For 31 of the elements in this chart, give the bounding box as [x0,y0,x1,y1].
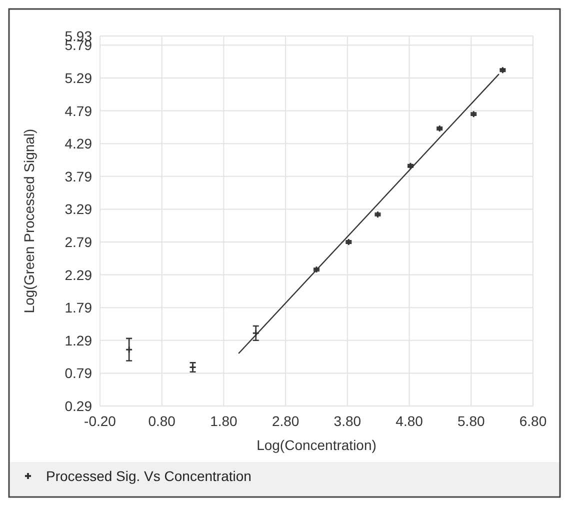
point [470,110,478,118]
x-tick-label: -0.20 [84,413,116,429]
x-tick-label: 5.80 [458,413,485,429]
y-tick-label: 0.29 [64,398,92,414]
x-tick-label: 2.80 [272,413,300,429]
point [406,162,414,170]
x-tick-label: 4.80 [396,413,424,429]
point [436,124,444,132]
x-tick-label: 3.80 [334,413,362,429]
y-tick-label: 0.79 [64,365,92,382]
point [374,210,382,218]
y-axis-title: Log(Green Processed Signal) [21,128,37,314]
y-tick-label: 1.29 [64,332,92,348]
x-tick-label: 6.80 [519,413,547,429]
x-tick-label: 1.80 [210,413,238,429]
point [125,346,133,354]
point [344,238,352,246]
legend-label: Processed Sig. Vs Concentration [46,468,252,484]
y-tick-label: 1.79 [64,300,92,316]
x-axis-title: Log(Concentration) [256,437,376,453]
point [252,329,260,337]
y-tick-label: 4.79 [64,102,92,119]
y-tick-label: 3.29 [64,201,92,218]
y-tick-label: 2.79 [64,234,92,250]
y-tick-label: 5.29 [64,70,92,86]
y-tick-label: 2.29 [64,266,92,283]
y-tick-label: 3.79 [64,168,92,184]
point [312,266,320,274]
y-tick-label: 4.29 [64,136,92,152]
x-tick-label: 0.80 [148,413,176,429]
point [498,66,506,74]
